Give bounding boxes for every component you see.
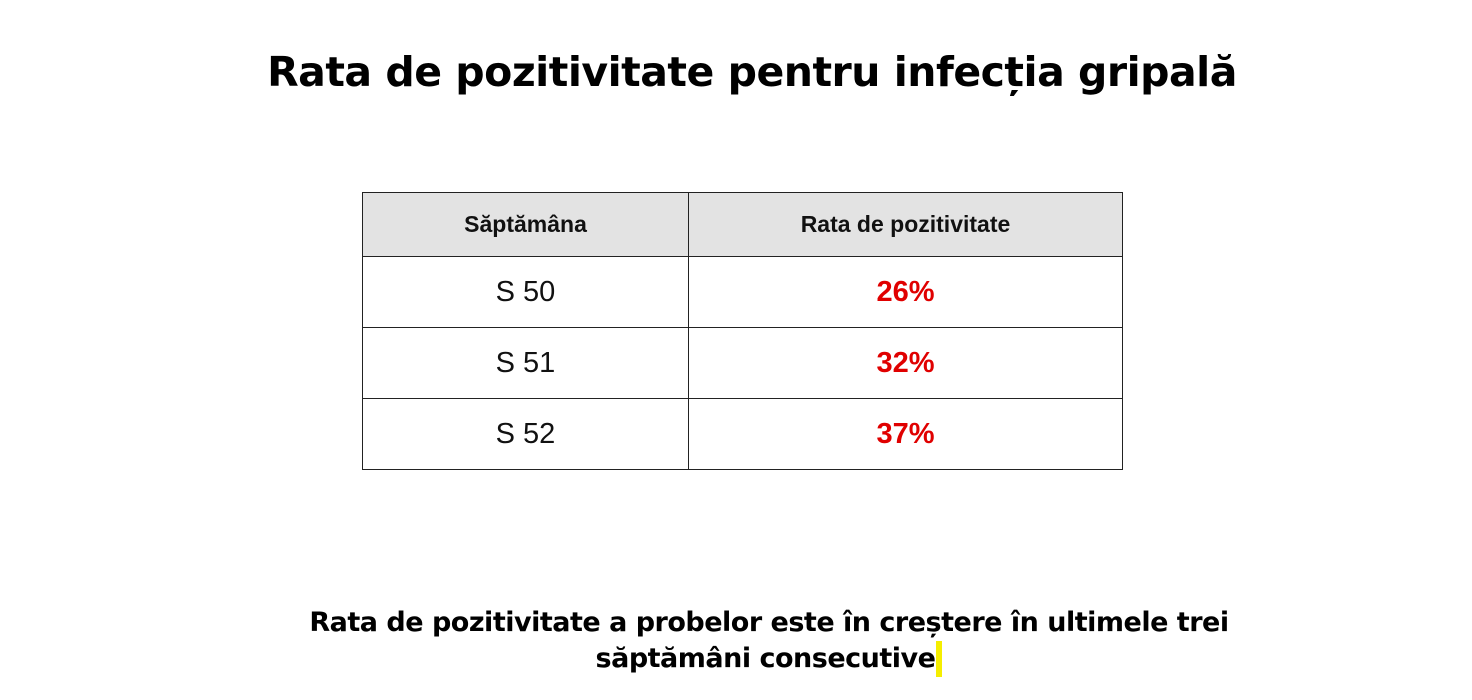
table-row: S 51 32% [362, 327, 1123, 399]
week-cell: S 52 [362, 398, 689, 470]
column-header-rate: Rata de pozitivitate [688, 192, 1123, 257]
rate-cell: 32% [688, 327, 1123, 399]
table-header-row: Săptămâna Rata de pozitivitate [362, 192, 1123, 257]
table-row: S 52 37% [362, 398, 1123, 470]
page-title: Rata de pozitivitate pentru infecția gri… [267, 48, 1237, 96]
summary-line-2: săptămâni consecutive [595, 643, 936, 674]
positivity-table: Săptămâna Rata de pozitivitate S 50 26% … [362, 192, 1123, 470]
table-row: S 50 26% [362, 256, 1123, 328]
rate-cell: 37% [688, 398, 1123, 470]
column-header-week: Săptămâna [362, 192, 689, 257]
summary-line-1: Rata de pozitivitate a probelor este în … [309, 607, 1229, 638]
week-cell: S 51 [362, 327, 689, 399]
rate-cell: 26% [688, 256, 1123, 328]
summary-note: Rata de pozitivitate a probelor este în … [230, 605, 1308, 677]
text-cursor-highlight [936, 641, 943, 677]
week-cell: S 50 [362, 256, 689, 328]
